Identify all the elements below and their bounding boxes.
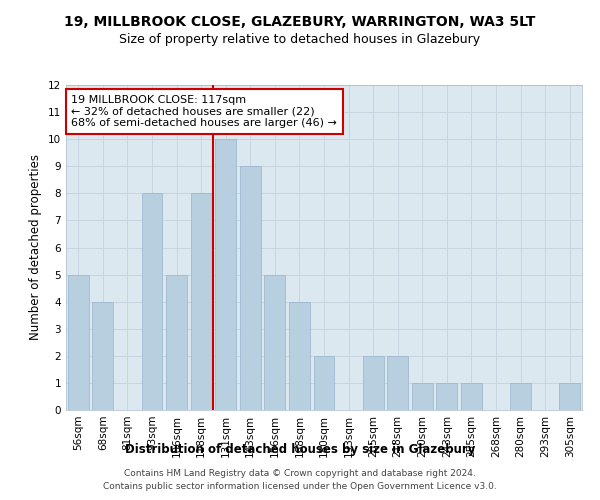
Text: 19 MILLBROOK CLOSE: 117sqm
← 32% of detached houses are smaller (22)
68% of semi: 19 MILLBROOK CLOSE: 117sqm ← 32% of deta… (71, 94, 337, 128)
Bar (387, 356, 408, 410)
Text: 19, MILLBROOK CLOSE, GLAZEBURY, WARRINGTON, WA3 5LT: 19, MILLBROOK CLOSE, GLAZEBURY, WARRINGT… (64, 15, 536, 29)
Text: Distribution of detached houses by size in Glazebury: Distribution of detached houses by size … (125, 442, 475, 456)
Bar (265, 274, 286, 410)
Bar (436, 383, 457, 410)
Bar (559, 383, 580, 410)
Bar (68, 274, 89, 410)
Bar (314, 356, 334, 410)
Text: Contains HM Land Registry data © Crown copyright and database right 2024.: Contains HM Land Registry data © Crown c… (124, 468, 476, 477)
Bar (461, 383, 482, 410)
Bar (362, 356, 383, 410)
Bar (510, 383, 531, 410)
Bar (191, 194, 212, 410)
Bar (412, 383, 433, 410)
Text: Size of property relative to detached houses in Glazebury: Size of property relative to detached ho… (119, 32, 481, 46)
Bar (166, 274, 187, 410)
Bar (142, 194, 163, 410)
Text: Contains public sector information licensed under the Open Government Licence v3: Contains public sector information licen… (103, 482, 497, 491)
Bar (289, 302, 310, 410)
Bar (240, 166, 261, 410)
Bar (92, 302, 113, 410)
Y-axis label: Number of detached properties: Number of detached properties (29, 154, 43, 340)
Bar (215, 139, 236, 410)
